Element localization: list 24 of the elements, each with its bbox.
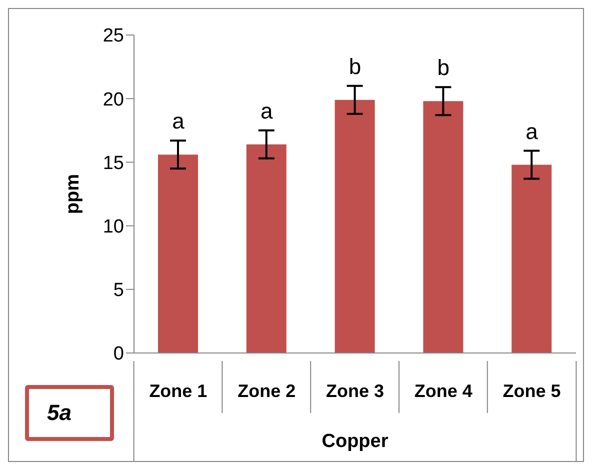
x-axis-title: Copper	[322, 431, 389, 452]
bar	[158, 154, 198, 353]
annotation: b	[437, 55, 450, 80]
bar	[423, 101, 464, 353]
bar	[512, 164, 552, 353]
y-tick-label: 15	[102, 152, 124, 174]
text: 5a	[25, 385, 114, 441]
annotation: b	[348, 54, 362, 79]
y-tick-label: 0	[113, 344, 124, 365]
y-tick-label: 5	[113, 280, 124, 302]
x-tick-label: Zone 1	[149, 381, 208, 401]
annotation: a	[526, 118, 539, 144]
x-tick-label: Zone 2	[238, 381, 296, 401]
bar	[334, 100, 375, 353]
annotation: a	[172, 108, 186, 134]
y-tick-label: 25	[102, 26, 124, 47]
y-tick-label: 20	[102, 89, 124, 110]
y-tick-label: 10	[102, 216, 124, 238]
bar	[246, 144, 286, 353]
y-axis-title: ppm	[62, 174, 84, 214]
x-tick-label: Zone 3	[326, 381, 384, 401]
x-tick-label: Zone 5	[502, 381, 561, 401]
x-tick-label: Zone 4	[414, 381, 472, 401]
annotation: a	[260, 98, 274, 124]
